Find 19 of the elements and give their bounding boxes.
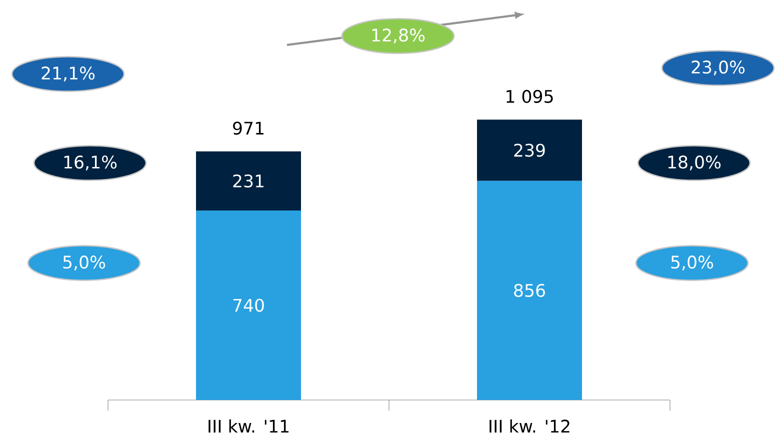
text: 5,0% — [63, 256, 106, 270]
data-label: 740 — [233, 298, 264, 312]
annotation: 16,1% — [64, 156, 117, 170]
text: 12,8% — [372, 28, 425, 44]
data-label: 231 — [233, 174, 264, 188]
total-label: 971 — [233, 122, 264, 135]
bar — [477, 180, 582, 400]
bar — [196, 151, 302, 211]
bar — [477, 120, 582, 181]
bar — [196, 210, 302, 400]
data-label: 239 — [514, 144, 545, 157]
text: 5,0% — [671, 256, 714, 270]
total-label: 1 095 — [506, 90, 553, 103]
data-label: 856 — [514, 284, 545, 297]
annotation: 18,0% — [668, 156, 721, 170]
text: 21,1% — [42, 66, 95, 82]
text: 23,0% — [692, 60, 745, 76]
x-tick-label: III kw. '11 — [208, 419, 288, 433]
x-tick-label: III kw. '12 — [490, 419, 570, 433]
